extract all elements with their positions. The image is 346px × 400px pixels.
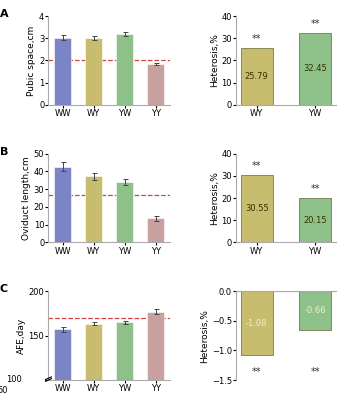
Bar [54,38,71,105]
Text: **: ** [310,367,320,377]
Y-axis label: Heterosis,%: Heterosis,% [210,171,219,225]
Text: 20.15: 20.15 [303,216,327,224]
Text: 32.45: 32.45 [303,64,327,73]
Text: **: ** [310,184,320,194]
Bar [299,291,331,330]
Text: B: B [0,146,8,156]
Text: -0.66: -0.66 [304,306,326,315]
Bar [116,182,133,242]
Bar [241,48,273,105]
Bar [85,38,102,105]
Text: 25.79: 25.79 [245,72,268,81]
Text: 50: 50 [0,386,8,395]
Bar [241,291,273,355]
Text: -1.08: -1.08 [246,319,267,328]
Bar [147,218,164,242]
Text: **: ** [252,367,262,377]
Bar [147,64,164,105]
Text: **: ** [310,19,320,29]
Bar [85,176,102,242]
Text: **: ** [252,161,262,171]
Bar [299,33,331,105]
Y-axis label: Oviduct length,cm: Oviduct length,cm [22,156,31,240]
Y-axis label: Pubic space,cm: Pubic space,cm [27,25,36,96]
Bar [54,167,71,242]
Text: C: C [0,284,8,294]
Bar [85,324,102,380]
Text: 100: 100 [6,376,22,384]
Bar [54,329,71,380]
Y-axis label: Heterosis,%: Heterosis,% [210,34,219,87]
Y-axis label: AFE,day: AFE,day [17,318,26,354]
Text: **: ** [252,34,262,44]
Bar [116,34,133,105]
Bar [147,312,164,380]
Text: 30.55: 30.55 [245,204,268,213]
Bar [299,198,331,242]
Bar [241,174,273,242]
Text: A: A [0,9,8,19]
Y-axis label: Heterosis,%: Heterosis,% [200,309,209,362]
Bar [116,322,133,380]
